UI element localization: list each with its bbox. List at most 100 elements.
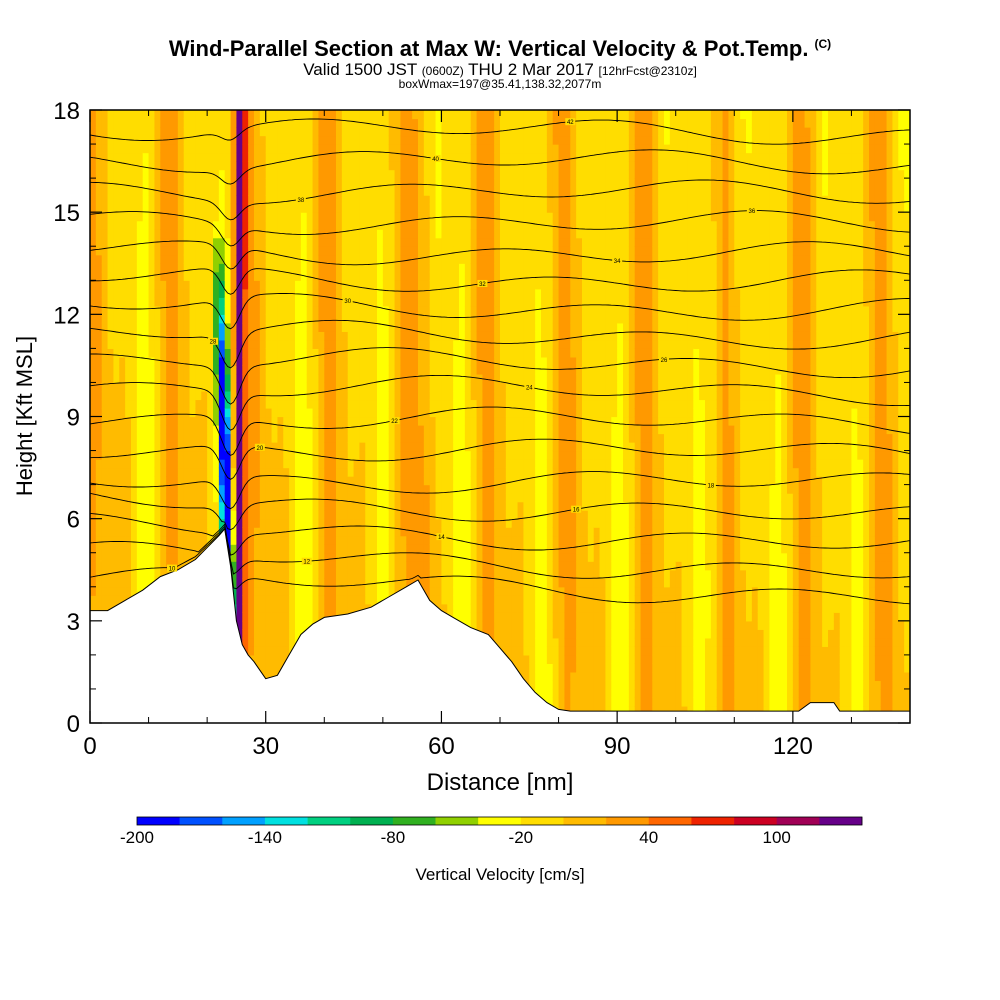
velocity-cell xyxy=(464,195,472,205)
velocity-cell xyxy=(418,169,425,179)
velocity-cell xyxy=(154,390,161,401)
velocity-cell xyxy=(330,118,337,128)
velocity-cell xyxy=(388,118,396,128)
velocity-cell xyxy=(365,510,372,520)
velocity-cell xyxy=(254,305,261,315)
velocity-cell xyxy=(394,237,402,247)
velocity-cell xyxy=(388,467,396,477)
velocity-cell xyxy=(482,603,489,613)
velocity-cell xyxy=(177,118,185,128)
velocity-cell xyxy=(277,518,284,528)
velocity-cell xyxy=(330,501,337,511)
velocity-cell xyxy=(166,127,173,137)
velocity-cell xyxy=(242,339,249,349)
velocity-cell xyxy=(277,356,284,367)
velocity-cell xyxy=(330,339,337,349)
velocity-cell xyxy=(254,322,261,332)
velocity-cell xyxy=(265,518,273,528)
velocity-cell xyxy=(177,382,185,392)
velocity-cell xyxy=(259,220,267,230)
velocity-cell xyxy=(300,237,308,247)
velocity-cell xyxy=(90,314,97,324)
velocity-cell xyxy=(224,169,232,179)
velocity-cell xyxy=(166,314,173,324)
velocity-cell xyxy=(470,425,478,435)
velocity-cell xyxy=(441,569,448,579)
velocity-cell xyxy=(119,305,126,315)
velocity-cell xyxy=(306,510,314,520)
velocity-cell xyxy=(271,144,279,154)
velocity-cell xyxy=(453,169,460,179)
velocity-cell xyxy=(318,544,325,554)
velocity-cell xyxy=(230,586,238,596)
velocity-cell xyxy=(125,297,132,307)
velocity-cell xyxy=(371,237,378,247)
velocity-cell xyxy=(95,476,103,486)
velocity-cell xyxy=(406,348,413,358)
velocity-cell xyxy=(412,314,419,324)
velocity-cell xyxy=(330,544,337,554)
velocity-cell xyxy=(90,442,97,452)
velocity-cell xyxy=(435,442,443,452)
velocity-cell xyxy=(236,254,243,264)
velocity-cell xyxy=(330,527,337,537)
velocity-cell xyxy=(259,476,267,486)
velocity-cell xyxy=(195,416,202,426)
velocity-cell xyxy=(406,433,413,443)
velocity-cell xyxy=(423,220,431,230)
velocity-cell xyxy=(259,356,267,367)
velocity-cell xyxy=(166,493,173,503)
velocity-cell xyxy=(242,603,249,613)
velocity-cell xyxy=(224,220,232,230)
velocity-cell xyxy=(248,518,255,528)
velocity-cell xyxy=(213,365,220,375)
velocity-cell xyxy=(283,501,290,511)
velocity-cell xyxy=(283,331,290,341)
velocity-cell xyxy=(347,459,355,469)
velocity-cell xyxy=(230,339,238,349)
velocity-cell xyxy=(400,459,407,469)
velocity-cell xyxy=(230,510,238,520)
velocity-cell xyxy=(406,569,413,579)
velocity-cell xyxy=(136,118,144,128)
velocity-cell xyxy=(218,390,226,401)
velocity-cell xyxy=(336,348,343,358)
velocity-cell xyxy=(154,322,161,332)
velocity-cell xyxy=(283,110,290,120)
velocity-cell xyxy=(318,612,325,622)
velocity-cell xyxy=(189,178,197,188)
velocity-cell xyxy=(195,373,202,384)
velocity-cell xyxy=(453,433,460,443)
velocity-cell xyxy=(377,271,384,281)
velocity-cell xyxy=(259,484,267,494)
velocity-cell xyxy=(277,373,284,384)
velocity-cell xyxy=(347,314,355,324)
velocity-cell xyxy=(160,442,167,452)
velocity-cell xyxy=(101,382,109,392)
velocity-cell xyxy=(476,433,484,443)
velocity-cell xyxy=(429,356,437,367)
velocity-cell xyxy=(406,518,413,528)
velocity-cell xyxy=(224,118,232,128)
velocity-cell xyxy=(400,552,407,562)
velocity-cell xyxy=(318,127,325,137)
velocity-cell xyxy=(95,229,103,239)
velocity-cell xyxy=(359,314,366,324)
velocity-cell xyxy=(423,322,431,332)
velocity-cell xyxy=(488,493,495,503)
velocity-cell xyxy=(271,220,279,230)
velocity-cell xyxy=(207,484,214,494)
velocity-cell xyxy=(359,407,366,418)
velocity-cell xyxy=(429,510,437,520)
velocity-cell xyxy=(406,493,413,503)
velocity-cell xyxy=(412,561,419,571)
velocity-cell xyxy=(236,322,243,332)
velocity-cell xyxy=(453,442,460,452)
velocity-cell xyxy=(213,314,220,324)
velocity-cell xyxy=(353,365,361,375)
velocity-cell xyxy=(459,561,466,571)
velocity-cell xyxy=(394,263,402,273)
velocity-cell xyxy=(441,450,448,460)
velocity-cell xyxy=(312,467,320,477)
velocity-cell xyxy=(336,135,343,145)
